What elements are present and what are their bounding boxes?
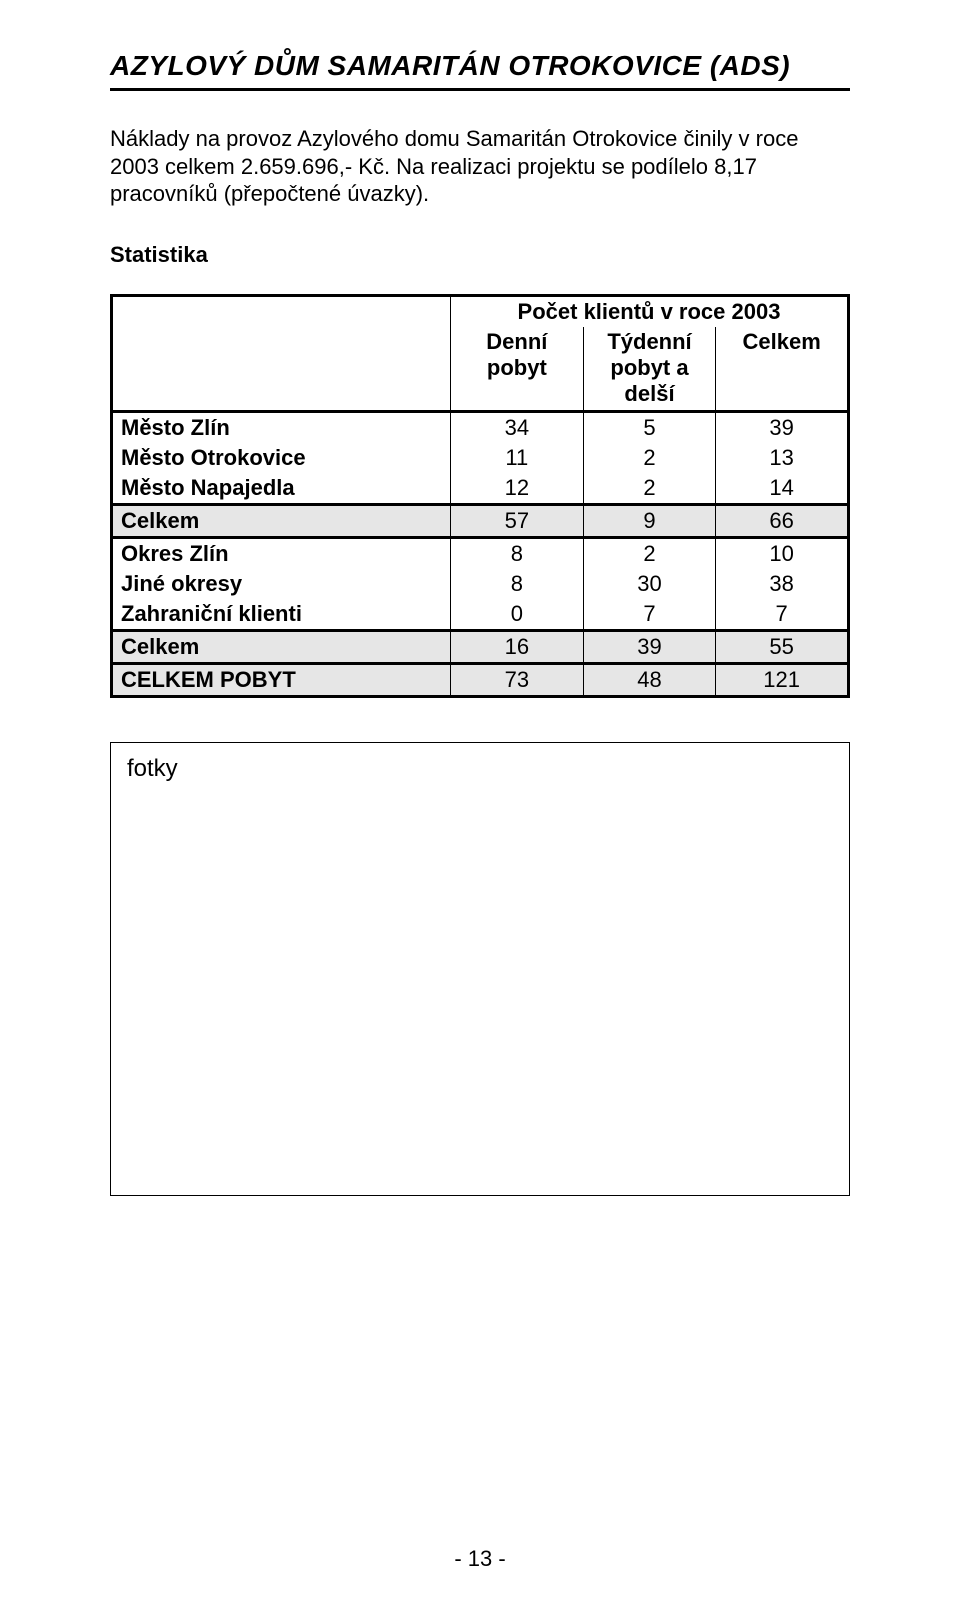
col-header-celkem: Celkem <box>716 327 849 412</box>
row-label: Město Zlín <box>112 411 451 443</box>
row-label: CELKEM POBYT <box>112 663 451 696</box>
row-label: Zahraniční klienti <box>112 599 451 631</box>
col3-label: Celkem <box>743 329 821 354</box>
cell: 55 <box>716 630 849 663</box>
cell: 34 <box>451 411 584 443</box>
table-row: Jiné okresy 8 30 38 <box>112 569 849 599</box>
cell: 13 <box>716 443 849 473</box>
statistika-heading: Statistika <box>110 242 850 268</box>
col2-line3: delší <box>624 381 674 406</box>
stats-table: Počet klientů v roce 2003 Denní pobyt Tý… <box>110 294 850 698</box>
cell: 57 <box>451 504 584 537</box>
cell: 48 <box>583 663 716 696</box>
cell: 0 <box>451 599 584 631</box>
cell: 38 <box>716 569 849 599</box>
fotky-label: fotky <box>127 755 178 782</box>
row-label: Celkem <box>112 630 451 663</box>
cell: 11 <box>451 443 584 473</box>
row-label: Celkem <box>112 504 451 537</box>
cell: 14 <box>716 473 849 505</box>
table-row-subtotal: Celkem 57 9 66 <box>112 504 849 537</box>
page-number: - 13 - <box>110 1516 850 1572</box>
cell: 7 <box>583 599 716 631</box>
col2-line1: Týdenní <box>607 329 691 354</box>
row-label: Okres Zlín <box>112 537 451 569</box>
intro-paragraph: Náklady na provoz Azylového domu Samarit… <box>110 125 850 208</box>
title-underline: AZYLOVÝ DŮM SAMARITÁN OTROKOVICE (ADS) <box>110 50 850 91</box>
page-title: AZYLOVÝ DŮM SAMARITÁN OTROKOVICE (ADS) <box>110 50 850 82</box>
cell: 8 <box>451 569 584 599</box>
cell: 7 <box>716 599 849 631</box>
table-row: Město Otrokovice 11 2 13 <box>112 443 849 473</box>
cell: 73 <box>451 663 584 696</box>
cell: 121 <box>716 663 849 696</box>
row-label: Město Otrokovice <box>112 443 451 473</box>
cell: 66 <box>716 504 849 537</box>
col1-line2: pobyt <box>487 355 547 380</box>
table-row: Okres Zlín 8 2 10 <box>112 537 849 569</box>
col2-line2: pobyt a <box>610 355 688 380</box>
row-label: Jiné okresy <box>112 569 451 599</box>
cell: 9 <box>583 504 716 537</box>
cell: 2 <box>583 473 716 505</box>
col1-line1: Denní <box>486 329 547 354</box>
col-header-tydenni: Týdenní pobyt a delší <box>583 327 716 412</box>
cell: 30 <box>583 569 716 599</box>
fotky-box: fotky <box>110 742 850 1196</box>
table-row: Město Napajedla 12 2 14 <box>112 473 849 505</box>
cell: 12 <box>451 473 584 505</box>
super-header: Počet klientů v roce 2003 <box>451 295 849 327</box>
col-header-denni: Denní pobyt <box>451 327 584 412</box>
table-row-subtotal: Celkem 16 39 55 <box>112 630 849 663</box>
cell: 16 <box>451 630 584 663</box>
cell: 39 <box>716 411 849 443</box>
cell: 39 <box>583 630 716 663</box>
cell: 10 <box>716 537 849 569</box>
table-row-total: CELKEM POBYT 73 48 121 <box>112 663 849 696</box>
header-blank-2 <box>112 327 451 412</box>
table-row: Město Zlín 34 5 39 <box>112 411 849 443</box>
cell: 2 <box>583 537 716 569</box>
cell: 5 <box>583 411 716 443</box>
cell: 2 <box>583 443 716 473</box>
header-blank <box>112 295 451 327</box>
row-label: Město Napajedla <box>112 473 451 505</box>
cell: 8 <box>451 537 584 569</box>
table-row: Zahraniční klienti 0 7 7 <box>112 599 849 631</box>
